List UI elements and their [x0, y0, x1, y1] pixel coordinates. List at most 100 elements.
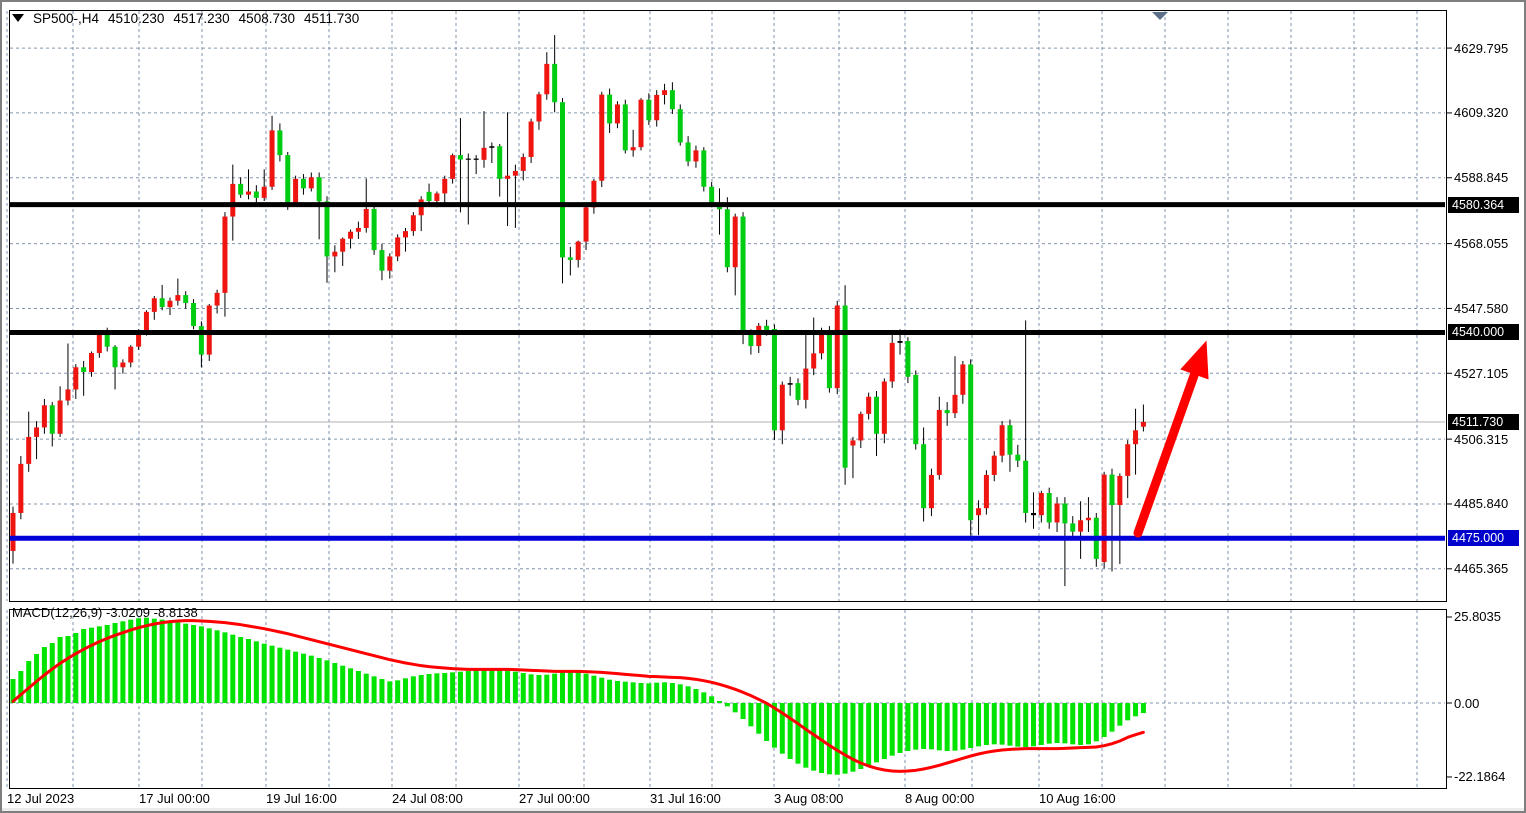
- macd-histogram-bar: [340, 665, 346, 703]
- candle-body: [1007, 425, 1013, 455]
- candle-body: [858, 413, 864, 441]
- candle-body: [968, 364, 974, 521]
- candle-body: [1140, 421, 1146, 427]
- time-tick-label: 8 Aug 00:00: [905, 791, 975, 806]
- macd-histogram-bar: [560, 672, 565, 703]
- arrow-head[interactable]: [1180, 340, 1209, 380]
- macd-histogram-bar: [717, 701, 722, 703]
- candle-body: [819, 332, 825, 354]
- macd-histogram-bar: [159, 619, 165, 703]
- macd-histogram-bar: [630, 682, 636, 703]
- candle-body: [748, 334, 754, 347]
- candle-body: [261, 186, 267, 198]
- candle-body: [913, 374, 919, 445]
- price-tick-label: 4465.365: [1454, 561, 1509, 577]
- macd-histogram-bar: [293, 651, 299, 703]
- price-tick-label: 4629.795: [1454, 40, 1509, 56]
- macd-histogram-bar: [206, 628, 212, 703]
- current-price-label: 4511.730: [1448, 413, 1519, 430]
- candle-body: [866, 396, 872, 414]
- candle-body: [183, 295, 189, 303]
- macd-histogram-bar: [222, 632, 228, 703]
- arrow-shaft[interactable]: [1133, 364, 1201, 538]
- price-tick-label: 4485.840: [1454, 496, 1509, 512]
- macd-histogram-bar: [57, 637, 63, 703]
- candle-body: [921, 444, 927, 509]
- candle-body: [151, 298, 157, 312]
- macd-histogram-bar: [983, 703, 989, 745]
- candle-body: [136, 331, 142, 347]
- candle-body: [285, 155, 291, 203]
- candle-body: [662, 90, 668, 95]
- candle-body: [293, 178, 299, 203]
- candle-body: [693, 150, 699, 162]
- macd-histogram-bar: [308, 655, 314, 703]
- candle-body: [300, 178, 306, 189]
- candle-body: [434, 193, 440, 202]
- chart-shift-marker-icon[interactable]: [1152, 12, 1168, 20]
- macd-histogram-bar: [379, 679, 385, 703]
- macd-histogram-bar: [49, 643, 55, 703]
- time-tick-label: 27 Jul 00:00: [519, 791, 590, 806]
- candle-body: [489, 146, 495, 148]
- macd-histogram-bar: [348, 668, 354, 703]
- candle-body: [410, 215, 416, 232]
- candle-body: [552, 63, 558, 103]
- candle-body: [128, 346, 134, 363]
- macd-histogram-bar: [246, 639, 251, 703]
- macd-histogram-bar: [1078, 703, 1084, 745]
- macd-histogram-bar: [473, 670, 479, 703]
- macd-histogram-bar: [112, 623, 118, 703]
- macd-histogram-bar: [230, 634, 236, 703]
- macd-histogram-bar: [921, 703, 927, 749]
- candle-body: [787, 383, 793, 385]
- candle-body: [426, 191, 432, 202]
- ohlc-open: 4510.230: [108, 10, 165, 26]
- symbol-dropdown-icon[interactable]: [12, 14, 24, 22]
- candle-body: [701, 150, 707, 187]
- price-level-label: 4540.000: [1448, 324, 1519, 341]
- macd-histogram-bar: [834, 703, 840, 775]
- candle-body: [143, 311, 149, 332]
- macd-tick-label: 0.00: [1454, 695, 1480, 711]
- macd-histogram-bar: [465, 671, 471, 703]
- chart-title: SP500-,H4 4510.230 4517.230 4508.730 4511.73…: [12, 9, 368, 27]
- macd-histogram-bar: [457, 671, 463, 703]
- macd-histogram-bar: [677, 684, 683, 703]
- candle-body: [395, 237, 401, 257]
- macd-histogram-bar: [481, 669, 487, 703]
- candle-body: [536, 94, 542, 122]
- time-tick-label: 3 Aug 08:00: [774, 791, 844, 806]
- macd-histogram-bar: [65, 636, 71, 703]
- macd-histogram-bar: [450, 672, 456, 703]
- price-level-label: 4580.364: [1448, 196, 1519, 213]
- candle-body: [874, 396, 879, 434]
- price-tick-label: 4527.105: [1454, 365, 1509, 381]
- macd-histogram-bar: [599, 677, 605, 703]
- macd-histogram-bar: [740, 703, 746, 719]
- candle-body: [10, 512, 16, 551]
- candle-body: [505, 175, 511, 179]
- candle-body: [575, 241, 581, 260]
- macd-histogram-bar: [120, 621, 126, 703]
- macd-histogram-bar: [371, 676, 377, 703]
- macd-signal-line: [11, 619, 1145, 773]
- macd-histogram-bar: [583, 673, 589, 703]
- macd-histogram-bar: [512, 671, 518, 703]
- macd-histogram-bar: [10, 679, 16, 703]
- candle-body: [57, 400, 63, 434]
- ohlc-high: 4517.230: [173, 10, 230, 26]
- candle-body: [363, 208, 369, 228]
- macd-histogram-bar: [968, 703, 974, 748]
- candle-body: [779, 384, 785, 431]
- macd-histogram-bar: [198, 626, 204, 703]
- macd-histogram-bar: [662, 682, 668, 703]
- macd-histogram-bar: [881, 703, 887, 759]
- candle-body: [465, 158, 471, 160]
- macd-histogram-bar: [1125, 703, 1131, 721]
- macd-histogram-bar: [685, 686, 691, 703]
- price-level-label: 4475.000: [1448, 530, 1519, 547]
- candle-body: [34, 427, 40, 437]
- macd-histogram-bar: [607, 679, 613, 703]
